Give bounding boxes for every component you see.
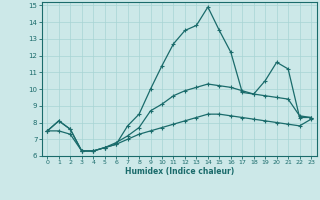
- X-axis label: Humidex (Indice chaleur): Humidex (Indice chaleur): [124, 167, 234, 176]
